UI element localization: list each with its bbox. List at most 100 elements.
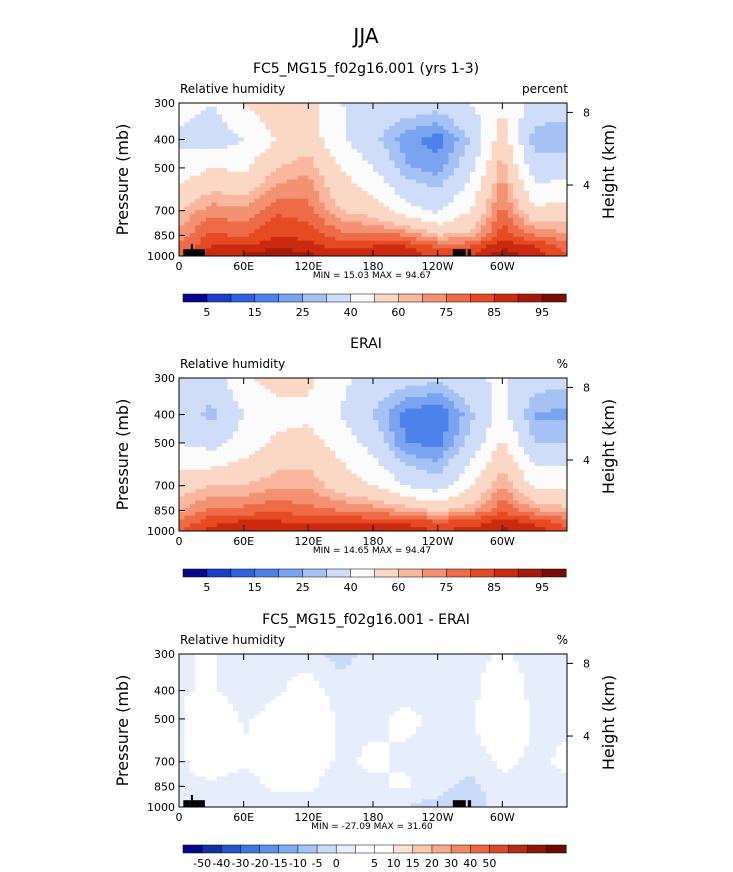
colorbar-bin xyxy=(517,293,543,303)
heatmap-cell xyxy=(529,236,536,242)
heatmap-cell xyxy=(184,469,191,475)
heatmap-cell xyxy=(399,477,406,482)
heatmap-cell xyxy=(367,233,374,238)
heatmap-cell xyxy=(448,148,455,154)
heatmap-cell xyxy=(426,137,433,142)
heatmap-cell xyxy=(286,450,293,455)
heatmap-cell xyxy=(179,244,185,249)
heatmap-cell xyxy=(200,168,207,173)
heatmap-cell xyxy=(486,423,492,429)
heatmap-cell xyxy=(486,198,492,203)
heatmap-cell xyxy=(556,202,563,207)
heatmap-cell xyxy=(459,145,466,150)
heatmap-cell xyxy=(265,400,272,406)
heatmap-cell xyxy=(491,221,498,226)
heatmap-cell xyxy=(475,412,482,417)
heatmap-cell xyxy=(346,217,352,222)
heatmap-cell xyxy=(346,229,352,234)
heatmap-cell xyxy=(394,103,401,108)
heatmap-cell xyxy=(243,404,250,409)
heatmap-cell xyxy=(324,431,331,436)
heatmap-cell xyxy=(211,221,218,226)
heatmap-cell xyxy=(259,213,266,219)
heatmap-cell xyxy=(545,408,552,413)
heatmap-cell xyxy=(179,213,185,219)
heatmap-cell xyxy=(475,458,482,463)
heatmap-cell xyxy=(324,114,331,119)
heatmap-cell xyxy=(421,229,428,234)
heatmap-cell xyxy=(486,481,492,486)
heatmap-cell xyxy=(416,469,422,475)
heatmap-cell xyxy=(265,122,272,127)
heatmap-cell xyxy=(205,427,212,432)
heatmap-cell xyxy=(513,423,519,429)
heatmap-cell xyxy=(195,458,201,463)
heatmap-cell xyxy=(513,145,519,150)
heatmap-cell xyxy=(513,236,519,242)
heatmap-cell xyxy=(373,462,379,467)
heatmap-cell xyxy=(540,183,546,188)
heatmap-cell xyxy=(556,229,563,234)
heatmap-cell xyxy=(227,118,234,123)
heatmap-cell xyxy=(475,435,482,440)
heatmap-cell xyxy=(513,156,519,161)
heatmap-cell xyxy=(475,233,482,238)
heatmap-cell xyxy=(459,423,466,429)
heatmap-cell xyxy=(227,236,234,242)
heatmap-cell xyxy=(523,378,530,383)
heatmap-cell xyxy=(319,168,325,173)
heatmap-cell xyxy=(205,190,212,196)
heatmap-cell xyxy=(383,248,390,253)
heatmap-cell xyxy=(189,477,196,482)
heatmap-cell xyxy=(276,210,282,215)
heatmap-cell xyxy=(378,129,385,134)
heatmap-cell xyxy=(416,435,422,440)
heatmap-cell xyxy=(523,408,530,413)
heatmap-cell xyxy=(200,458,207,463)
heatmap-cell xyxy=(205,240,212,245)
heatmap-cell xyxy=(529,427,536,432)
heatmap-cell xyxy=(259,137,266,142)
heatmap-cell xyxy=(356,133,363,138)
heatmap-cell xyxy=(389,400,395,406)
heatmap-cell xyxy=(561,477,568,482)
heatmap-cell xyxy=(232,171,239,177)
heatmap-cell xyxy=(432,431,439,436)
heatmap-cell xyxy=(362,462,369,467)
heatmap-cell xyxy=(545,217,552,222)
heatmap-cell xyxy=(410,145,417,150)
heatmap-cell xyxy=(464,164,471,169)
heatmap-cell xyxy=(534,443,541,448)
heatmap-cell xyxy=(265,404,272,409)
heatmap-cell xyxy=(319,202,325,207)
heatmap-cell xyxy=(222,412,228,417)
heatmap-cell xyxy=(453,240,460,245)
heatmap-cell xyxy=(518,160,525,165)
heatmap-cell xyxy=(470,164,476,169)
heatmap-cell xyxy=(329,473,336,478)
heatmap-cell xyxy=(335,129,342,134)
heatmap-cell xyxy=(238,194,245,200)
heatmap-cell xyxy=(383,389,390,394)
heatmap-cell xyxy=(265,252,272,257)
heatmap-cell xyxy=(302,450,309,455)
heatmap-cell xyxy=(308,465,315,471)
heatmap-cell xyxy=(480,381,487,387)
heatmap-cell xyxy=(184,446,191,452)
heatmap-cell xyxy=(378,213,385,219)
heatmap-cell xyxy=(276,206,282,211)
heatmap-cell xyxy=(265,446,272,452)
heatmap-cell xyxy=(459,477,466,482)
heatmap-cell xyxy=(502,427,509,432)
heatmap-cell xyxy=(211,404,218,409)
heatmap-cell xyxy=(319,458,325,463)
heatmap-cell xyxy=(195,423,201,429)
heatmap-cell xyxy=(227,141,234,146)
heatmap-cell xyxy=(286,400,293,406)
heatmap-cell xyxy=(443,473,449,478)
heatmap-cell xyxy=(200,397,207,402)
heatmap-cell xyxy=(507,233,514,238)
heatmap-cell xyxy=(222,400,228,406)
heatmap-cell xyxy=(313,179,320,184)
heatmap-cell xyxy=(270,378,277,383)
